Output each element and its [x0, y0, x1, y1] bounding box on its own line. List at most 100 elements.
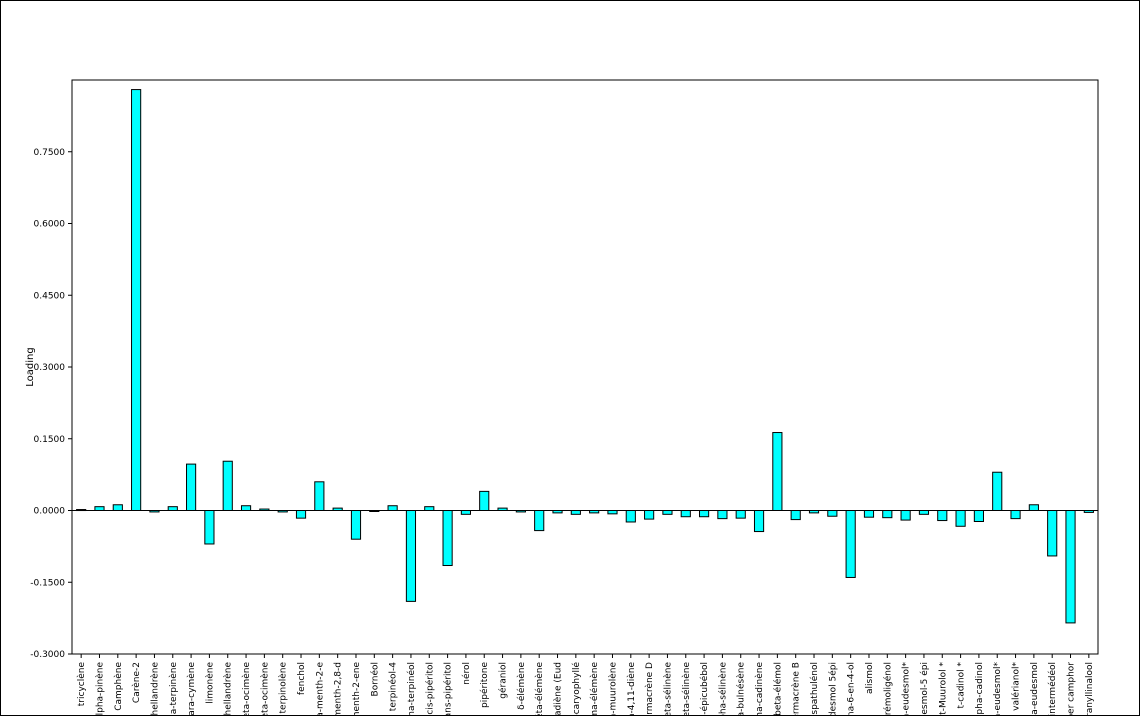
bar: [94, 506, 105, 512]
bar: [753, 510, 765, 533]
category-label: a-4,11-diène: [626, 662, 637, 716]
bar: [442, 510, 453, 567]
y-tick-label: 0.6000: [34, 220, 66, 230]
bar: [332, 507, 343, 511]
y-tick-label: 0.3000: [34, 363, 66, 373]
bar: [772, 432, 783, 511]
bar: [570, 510, 581, 515]
y-tick-label: -0.3000: [30, 650, 65, 660]
bar: [76, 509, 87, 512]
category-label: phellandrène: [149, 662, 160, 716]
category-label: menth-2-ene: [352, 662, 362, 716]
category-label: limonène: [204, 662, 215, 704]
category-label: ermacrène D: [644, 662, 655, 716]
bar: [1065, 510, 1076, 624]
category-label: ermacrène B: [791, 662, 802, 716]
category-label: desmol 5épi: [827, 662, 838, 716]
bar: [314, 481, 325, 511]
bar: [222, 460, 233, 512]
category-label: nérol: [461, 662, 472, 685]
bar: [699, 510, 710, 518]
bar: [295, 510, 307, 519]
bar: [350, 510, 362, 540]
y-tick-label: 0.0000: [34, 507, 66, 517]
category-label: na-bulnésène: [736, 662, 747, 716]
category-label: na-6-en-4-ol: [847, 662, 857, 716]
category-label: phellandrène: [223, 662, 234, 716]
category-label: beta-élémol: [772, 662, 783, 716]
bar: [662, 510, 673, 515]
bar: [827, 510, 838, 517]
y-tick-label: 0.1500: [34, 435, 66, 445]
category-label: Carène-2: [131, 662, 142, 703]
category-label: δ-élémène: [516, 662, 527, 710]
category-label: per camphor: [1067, 662, 1077, 716]
category-label: Camphène: [113, 662, 124, 711]
category-label: lpha-cadinol: [975, 662, 985, 716]
bar: [149, 510, 160, 513]
bar: [204, 510, 215, 545]
bar: [1010, 510, 1021, 520]
category-label: Bornéol: [369, 662, 380, 696]
category-label: pha-terpinéol: [406, 662, 417, 716]
bar: [735, 510, 746, 519]
category-label: alismol: [865, 662, 875, 694]
bar: [131, 89, 142, 511]
bar: [845, 510, 856, 578]
bar: [717, 510, 728, 520]
plot-area-border: [71, 79, 1099, 655]
bar: [259, 508, 270, 511]
bar: [460, 510, 471, 515]
category-label: ma-cadinène: [754, 662, 765, 716]
category-label: para-cymène: [186, 662, 197, 716]
bar: [955, 510, 966, 527]
bar: [479, 490, 490, 511]
bar: [1047, 510, 1058, 557]
bar: [900, 510, 911, 521]
bar: [167, 506, 178, 512]
category-label: desmol-5 épi: [919, 662, 930, 716]
bar: [186, 463, 197, 512]
category-label: terpinolène: [278, 662, 289, 714]
bar: [369, 510, 380, 512]
category-label: a-muurolène: [607, 662, 618, 716]
bar: [497, 507, 508, 511]
bar: [424, 506, 435, 512]
bar: [552, 510, 563, 514]
bar: [918, 510, 930, 515]
category-label: spathulénol: [809, 662, 820, 715]
y-tick-label: 0.4500: [34, 291, 66, 301]
bar: [405, 510, 417, 602]
category-label: erémoligénol: [882, 662, 893, 716]
bar: [387, 505, 398, 512]
bar: [992, 471, 1003, 512]
bar: [112, 504, 123, 512]
bar: [882, 510, 893, 519]
category-label: a-eudesmol*: [993, 662, 1003, 716]
bar: [808, 510, 820, 514]
category-label: intermédéol: [1047, 662, 1058, 716]
category-label: ans-pipéritol: [443, 662, 454, 716]
y-tick-label: 0.7500: [34, 148, 66, 158]
category-label: lladiène (Eud: [553, 662, 564, 716]
category-label: ma-élémène: [589, 662, 600, 716]
bar: [863, 510, 875, 518]
category-label: ha-terpinène: [168, 662, 179, 716]
bar: [790, 510, 801, 521]
bar: [240, 505, 252, 512]
category-label: cis-pipéritol: [424, 662, 435, 715]
bar: [515, 510, 526, 513]
category-label: eta-sélinène: [681, 662, 692, 716]
category-label: ha-eudesmol: [1030, 662, 1040, 716]
category-label: pha-sélinène: [717, 662, 728, 716]
bar: [534, 510, 545, 532]
category-label: -caryophyllé: [571, 662, 582, 716]
category-label: géraniol: [498, 662, 509, 699]
y-axis-label: Loading: [25, 347, 36, 386]
category-label: valérianol*: [1011, 662, 1022, 711]
bar: [607, 510, 618, 515]
category-label: a-eudesmol*: [902, 662, 912, 716]
category-label: eranyllinalool: [1085, 662, 1095, 716]
